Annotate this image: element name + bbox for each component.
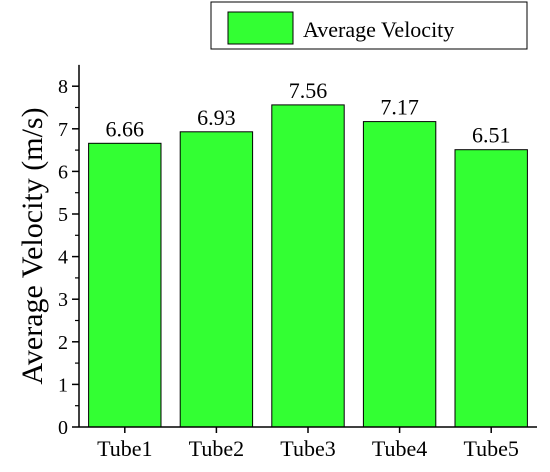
y-tick-label: 6 bbox=[58, 161, 68, 183]
data-label-tube4: 7.17 bbox=[380, 95, 419, 120]
y-tick-label: 1 bbox=[58, 374, 68, 396]
x-tick-label-tube5: Tube5 bbox=[463, 436, 518, 461]
bar-tube1 bbox=[88, 142, 162, 428]
y-tick-label: 5 bbox=[58, 204, 68, 226]
y-tick-label: 8 bbox=[58, 76, 68, 98]
data-label-tube2: 6.93 bbox=[197, 105, 236, 130]
y-tick-label: 7 bbox=[58, 119, 68, 141]
y-tick-label: 2 bbox=[58, 332, 68, 354]
y-tick-label: 4 bbox=[58, 247, 68, 269]
data-label-tube5: 6.51 bbox=[472, 123, 511, 148]
legend-label: Average Velocity bbox=[303, 17, 454, 42]
x-tick-label-tube2: Tube2 bbox=[189, 436, 244, 461]
y-tick-label: 3 bbox=[58, 289, 68, 311]
bar-tube4 bbox=[362, 121, 437, 428]
bar-tube5 bbox=[454, 149, 528, 428]
y-axis-label: Average Velocity (m/s) bbox=[16, 107, 49, 384]
legend: Average Velocity bbox=[210, 1, 528, 50]
data-label-tube3: 7.56 bbox=[289, 78, 328, 103]
x-tick-label-tube4: Tube4 bbox=[372, 436, 427, 461]
bar-tube3 bbox=[271, 104, 345, 428]
x-tick-label-tube1: Tube1 bbox=[97, 436, 152, 461]
x-tick-label-tube3: Tube3 bbox=[280, 436, 335, 461]
bar-tube2 bbox=[179, 131, 254, 428]
data-label-tube1: 6.66 bbox=[106, 116, 145, 141]
plot-area: 6.66 Tube1 6.93 Tube2 7.56 Tube3 7.17 Tube4 6.51… bbox=[58, 64, 537, 461]
y-tick-label: 0 bbox=[58, 417, 68, 439]
legend-swatch bbox=[227, 11, 294, 45]
